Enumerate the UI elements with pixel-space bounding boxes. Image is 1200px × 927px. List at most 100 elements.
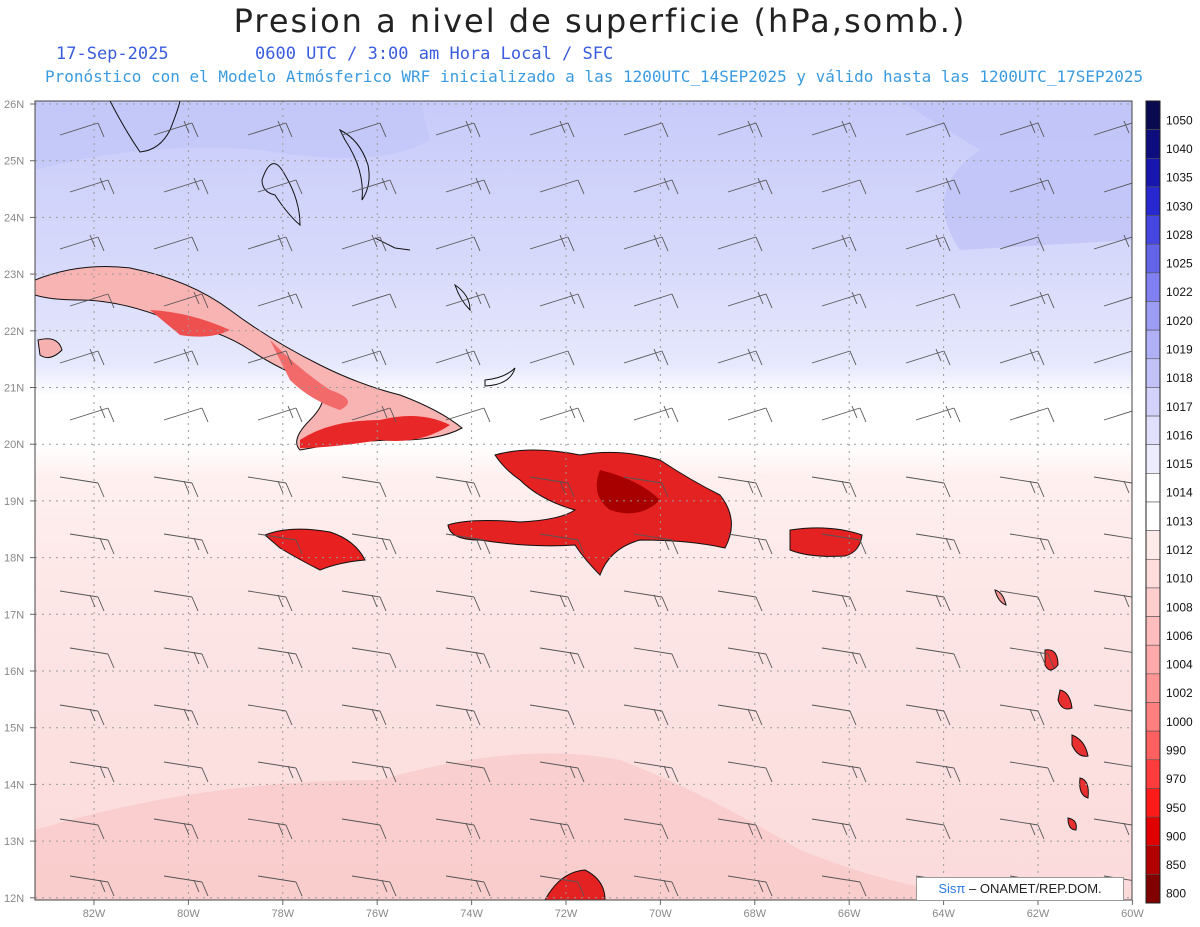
wind-barb: [257, 647, 303, 669]
credit-text: – ONAMET/REP.DOM.: [968, 881, 1102, 896]
colorbar-swatch: [1145, 673, 1161, 703]
colorbar-label: 1010: [1166, 572, 1193, 586]
colorbar-swatch: [1145, 816, 1161, 847]
wind-barb: [445, 875, 491, 897]
wind-barb: [435, 590, 481, 612]
wind-barb: [59, 122, 105, 138]
colorbar-label: 1035: [1166, 171, 1193, 185]
lat-label: 16N: [4, 666, 24, 678]
wind-barb: [435, 476, 481, 498]
wind-barb: [1093, 590, 1132, 608]
wind-barb: [163, 647, 209, 669]
wind-barb: [163, 875, 209, 897]
colorbar-swatch: [1145, 129, 1161, 159]
colorbar-swatch: [1145, 387, 1161, 417]
wind-barb: [163, 407, 209, 423]
wind-barb: [717, 236, 763, 252]
wind-barb: [999, 704, 1045, 726]
valid-time: 0600 UTC / 3:00 am Hora Local / SFC: [255, 44, 614, 64]
wind-barb: [623, 348, 669, 366]
wind-barb: [341, 704, 387, 726]
colorbar-label: 1016: [1166, 428, 1193, 442]
wind-barb: [69, 405, 115, 423]
wind-barb: [445, 407, 491, 423]
wind-barb: [1009, 291, 1055, 309]
lon-label: 68W: [743, 908, 766, 920]
wind-barb: [1093, 234, 1132, 250]
wind-barb: [351, 761, 397, 783]
wind-barb: [435, 704, 481, 726]
wind-barb: [539, 405, 585, 423]
wind-barb: [445, 647, 491, 669]
colorbar-label: 1022: [1166, 285, 1193, 299]
wind-barb: [435, 818, 481, 840]
colorbar-swatch: [1145, 558, 1161, 589]
lat-label: 14N: [4, 779, 24, 791]
wind-barb: [727, 407, 773, 423]
colorbar-swatch: [1145, 215, 1161, 245]
wind-barb: [351, 177, 397, 195]
lon-label: 82W: [83, 908, 106, 920]
wind-barb: [539, 291, 585, 309]
wind-barb: [623, 476, 669, 498]
wind-barb: [727, 533, 773, 555]
wind-barb: [821, 875, 867, 897]
wind-barb: [717, 704, 763, 726]
wind-barb: [445, 177, 491, 195]
wind-barb: [905, 818, 951, 840]
wind-barb: [633, 647, 679, 669]
wind-barb: [351, 405, 397, 423]
wind-barb: [247, 234, 293, 252]
wind-barb: [1103, 761, 1132, 767]
wind-barb: [247, 120, 293, 138]
wind-barb: [153, 236, 199, 252]
colorbar: 1050 1040 1035 1030 1028 1025 1022 1020 1019 1018…: [1145, 100, 1193, 904]
colorbar-label: 1050: [1166, 113, 1193, 127]
wind-barb: [999, 476, 1045, 498]
wind-barb: [1009, 761, 1055, 783]
wind-barb: [1093, 704, 1132, 713]
wind-barb: [633, 533, 679, 555]
wind-barb: [821, 761, 867, 783]
puerto-rico: [789, 527, 863, 557]
lat-label: 20N: [4, 439, 24, 451]
wind-barb: [247, 350, 293, 366]
wind-barb: [445, 291, 491, 309]
wind-barb: [59, 234, 105, 252]
wind-barb: [257, 761, 303, 783]
colorbar-swatch: [1145, 530, 1161, 560]
wind-barb: [341, 348, 387, 366]
colorbar-swatch: [1145, 644, 1161, 675]
colorbar-swatch: [1145, 759, 1161, 789]
wind-barb: [341, 590, 387, 612]
colorbar-swatch: [1145, 243, 1161, 274]
wind-barb: [539, 647, 585, 669]
wind-barb: [257, 875, 303, 897]
wind-barb: [1093, 120, 1132, 136]
lon-label: 80W: [177, 908, 200, 920]
wind-barb: [1103, 647, 1132, 653]
lat-label: 22N: [4, 326, 24, 338]
longitude-labels: 82W 80W 78W 76W 74W 72W 70W 68W 66W 64W 62W 60W: [83, 900, 1144, 920]
wind-barb: [69, 533, 115, 555]
wind-barb: [539, 875, 585, 897]
wind-barb: [435, 236, 481, 252]
lat-label: 15N: [4, 723, 24, 735]
wind-barb: [445, 533, 491, 555]
wind-barb: [727, 177, 773, 195]
lat-label: 25N: [4, 156, 24, 168]
lat-label: 13N: [4, 836, 24, 848]
colorbar-label: 1025: [1166, 257, 1193, 271]
wind-barb: [811, 590, 857, 612]
wind-barb: [163, 177, 209, 195]
wind-barb: [999, 120, 1045, 138]
land-areas: [35, 101, 1089, 900]
colorbar-label: 1020: [1166, 314, 1193, 328]
colorbar-swatch: [1145, 444, 1161, 474]
colorbar-swatch: [1145, 415, 1161, 446]
wind-barb: [623, 704, 669, 726]
wind-barb: [69, 293, 115, 309]
colorbar-swatch: [1145, 730, 1161, 761]
colorbar-label: 1028: [1166, 228, 1193, 242]
